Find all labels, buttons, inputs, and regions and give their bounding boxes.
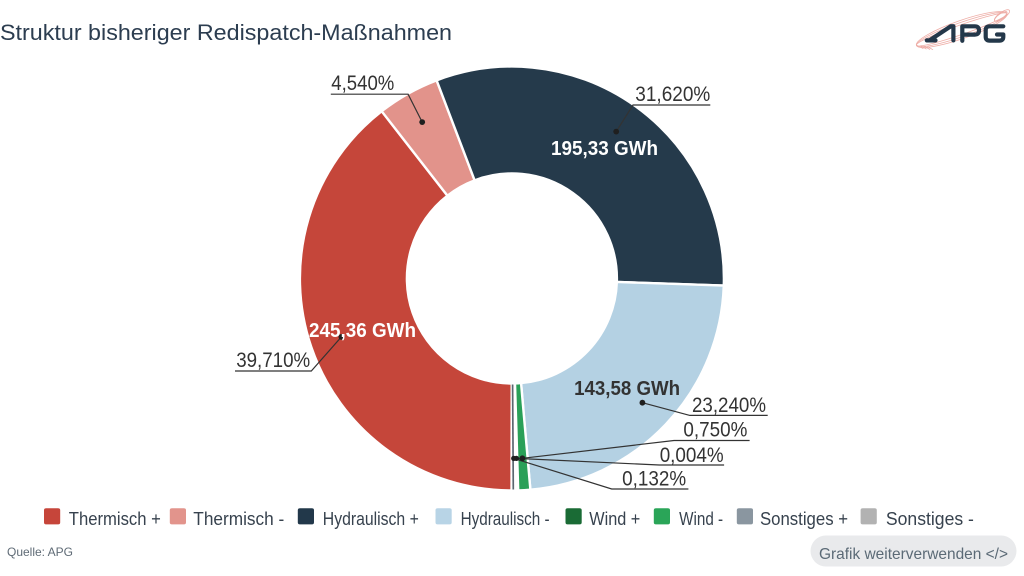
svg-text:Hydraulisch +: Hydraulisch +: [323, 509, 419, 529]
svg-text:0,132%: 0,132%: [622, 467, 686, 491]
svg-text:Sonstiges -: Sonstiges -: [886, 509, 974, 529]
svg-text:Quelle: APG: Quelle: APG: [7, 545, 73, 559]
svg-text:Sonstiges +: Sonstiges +: [760, 509, 848, 529]
svg-text:Wind +: Wind +: [589, 509, 640, 529]
svg-text:Struktur bisheriger Redispatch: Struktur bisheriger Redispatch-Maßnahmen: [0, 20, 452, 45]
svg-text:0,750%: 0,750%: [683, 418, 747, 442]
svg-text:Thermisch -: Thermisch -: [193, 509, 284, 529]
svg-text:143,58 GWh: 143,58 GWh: [574, 378, 680, 400]
svg-text:195,33 GWh: 195,33 GWh: [551, 138, 658, 160]
svg-text:Wind -: Wind -: [679, 509, 723, 529]
svg-text:245,36 GWh: 245,36 GWh: [309, 320, 416, 342]
svg-text:31,620%: 31,620%: [635, 82, 710, 106]
svg-text:Thermisch +: Thermisch +: [69, 509, 161, 529]
svg-text:23,240%: 23,240%: [692, 393, 766, 417]
svg-text:4,540%: 4,540%: [331, 71, 394, 95]
svg-text:Hydraulisch -: Hydraulisch -: [461, 509, 550, 529]
svg-text:Grafik weiterverwenden </>: Grafik weiterverwenden </>: [819, 546, 1008, 563]
svg-text:39,710%: 39,710%: [236, 348, 310, 372]
svg-text:0,004%: 0,004%: [660, 443, 724, 467]
